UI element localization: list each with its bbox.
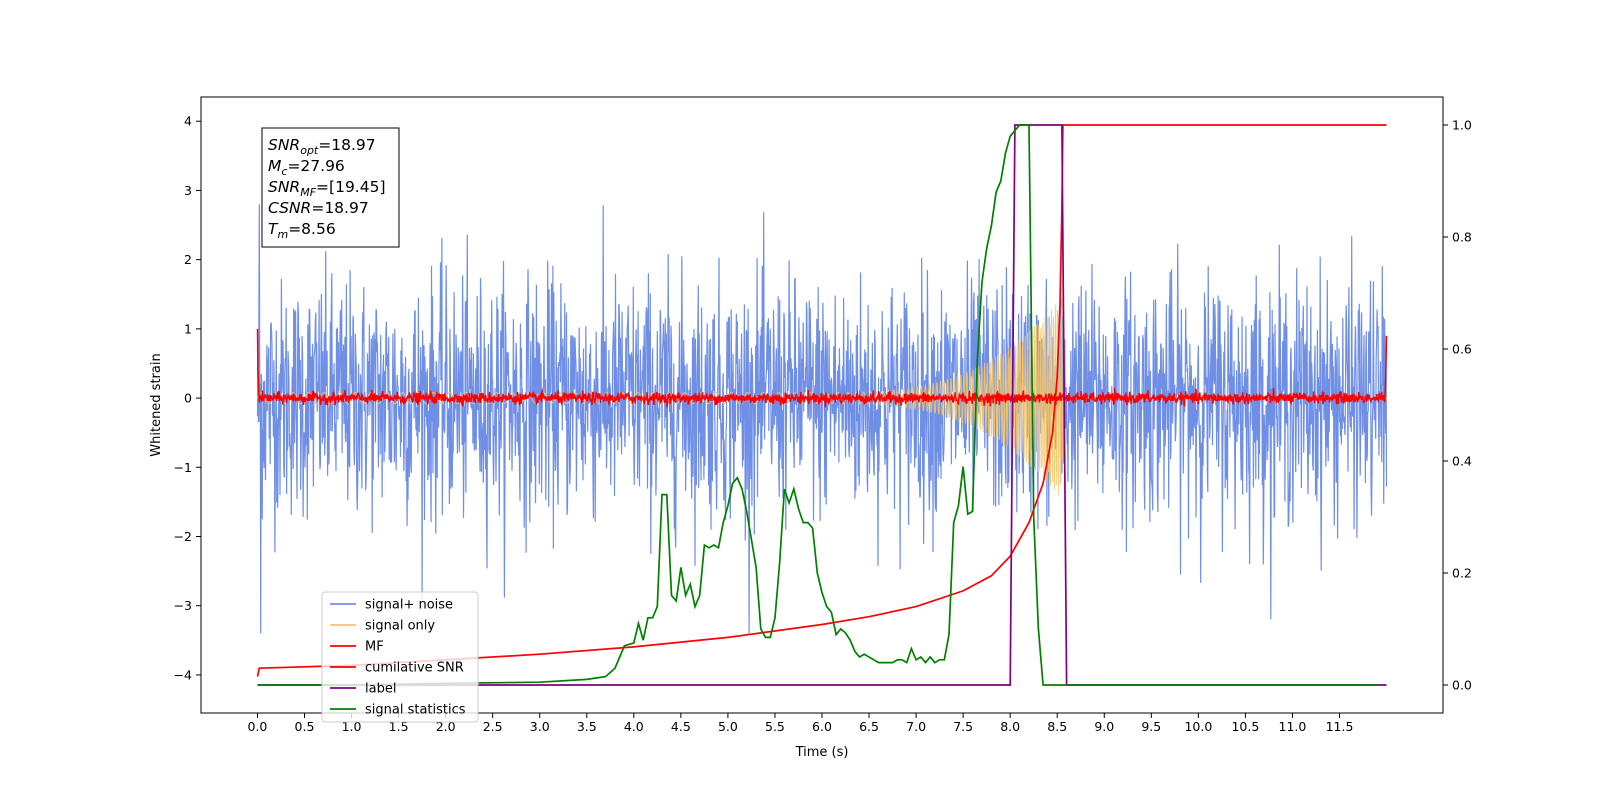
x-tick-label: 5.5: [765, 719, 785, 734]
y-tick-label: −2: [174, 529, 192, 544]
x-tick-label: 7.0: [906, 719, 926, 734]
series-mf: [256, 328, 1388, 408]
x-tick-label: 6.0: [812, 719, 832, 734]
series-signal-noise: [256, 204, 1388, 634]
x-tick-label: 4.5: [671, 719, 691, 734]
x-tick-label: 2.0: [436, 719, 456, 734]
y-tick-label: 4: [184, 114, 192, 129]
legend: signal+ noise signal only MF cumilative SNR…: [321, 591, 479, 723]
x-tick-label: 3.5: [577, 719, 597, 734]
x-tick-label: 10.0: [1184, 719, 1212, 734]
y2-tick-label: 0.2: [1452, 566, 1472, 581]
annotation-line: SNRopt=18.97: [268, 136, 376, 157]
series-signal-statistics: [257, 124, 1378, 686]
y2-tick-label: 0.4: [1452, 454, 1472, 469]
x-axis: 0.0 0.5 1.0 1.5 2.0 2.5 3.0 3.5 4.0 4.5 5.0 5.5 6.0 6…: [248, 713, 1354, 734]
x-tick-label: 0.0: [248, 719, 268, 734]
legend-entry: MF: [365, 640, 384, 655]
x-tick-label: 0.5: [295, 719, 315, 734]
y-axis-label: Whitened strain: [149, 353, 164, 456]
y2-tick-label: 0.0: [1452, 678, 1472, 693]
x-tick-label: 7.5: [953, 719, 973, 734]
legend-entry: cumilative SNR: [365, 661, 464, 676]
legend-entry: signal+ noise: [365, 598, 453, 613]
x-tick-label: 9.0: [1094, 719, 1114, 734]
x-tick-label: 11.5: [1326, 719, 1354, 734]
y-tick-label: 1: [184, 321, 192, 336]
y-tick-label: 3: [184, 183, 192, 198]
annotation-line: Tm=8.56: [268, 220, 336, 241]
y-tick-label: −4: [174, 667, 192, 682]
x-tick-label: 5.0: [718, 719, 738, 734]
legend-entry: signal only: [365, 619, 435, 634]
legend-entry: signal statistics: [365, 703, 466, 718]
x-tick-label: 1.5: [389, 719, 409, 734]
y-tick-label: 2: [184, 252, 192, 267]
y2-tick-label: 0.6: [1452, 342, 1472, 357]
x-tick-label: 11.0: [1279, 719, 1307, 734]
x-axis-label: Time (s): [795, 745, 849, 760]
annotation-line: CSNR=18.97: [268, 199, 369, 217]
x-tick-label: 3.0: [530, 719, 550, 734]
y-tick-label: −3: [174, 598, 192, 613]
x-tick-label: 1.0: [342, 719, 362, 734]
legend-entry: label: [365, 682, 396, 697]
x-tick-label: 9.5: [1141, 719, 1161, 734]
y-axis-right: 0.0 0.2 0.4 0.6 0.8 1.0: [1443, 118, 1472, 693]
x-tick-label: 8.0: [1000, 719, 1020, 734]
y2-tick-label: 1.0: [1452, 118, 1472, 133]
x-tick-label: 8.5: [1047, 719, 1067, 734]
annotation-line: Mc=27.96: [268, 157, 345, 178]
x-tick-label: 6.5: [859, 719, 879, 734]
x-tick-label: 4.0: [624, 719, 644, 734]
x-tick-label: 10.5: [1231, 719, 1259, 734]
y-tick-label: −1: [174, 460, 192, 475]
y-tick-label: 0: [184, 391, 192, 406]
annotation-box: SNRopt=18.97Mc=27.96SNRMF=[19.45]CSNR=18…: [261, 127, 400, 248]
y2-tick-label: 0.8: [1452, 230, 1472, 245]
y-axis-left: −4 −3 −2 −1 0 1 2 3 4: [174, 114, 201, 682]
x-tick-label: 2.5: [483, 719, 503, 734]
annotation-line: SNRMF=[19.45]: [268, 178, 386, 199]
